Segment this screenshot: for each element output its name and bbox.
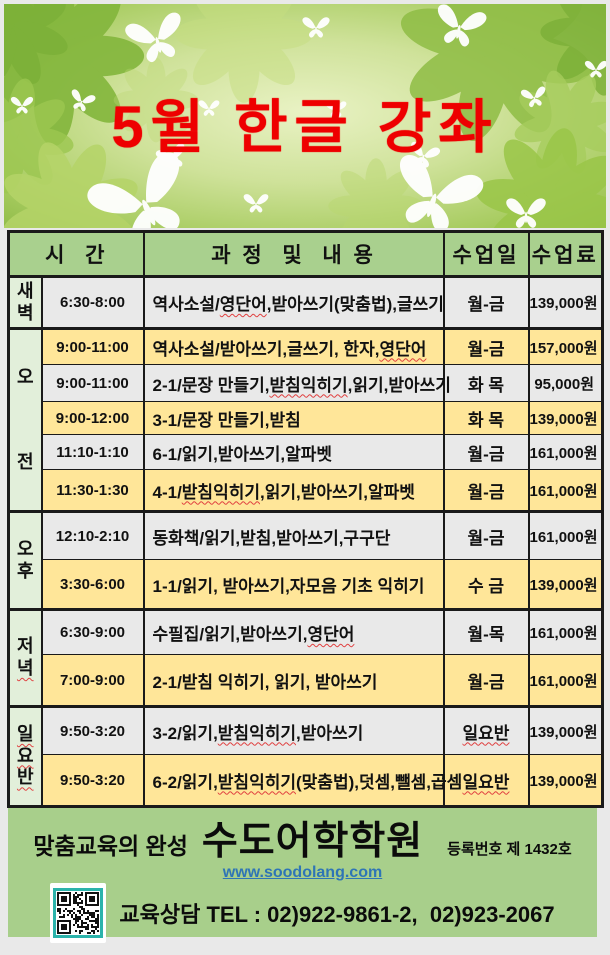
cell-class-days: 월-금 <box>442 327 530 365</box>
cell-course-content: 역사소설/영단어,받아쓰기(맞춤법),글쓰기 <box>142 275 445 329</box>
page-title: 5월 한글 강좌 <box>111 95 499 160</box>
cell-time: 11:10-1:10 <box>40 434 145 470</box>
cell-class-days: 일요반 <box>442 705 530 755</box>
cell-time: 11:30-1:30 <box>40 469 145 512</box>
table-row: 오 전 9:00-11:00 역사소설/받아쓰기,글쓰기, 한자,영단어 월-금 157,… <box>7 327 604 512</box>
cell-course-content: 3-1/문장 만들기,받침 <box>142 401 445 435</box>
cell-tuition: 95,000원 <box>527 364 604 402</box>
cell-time: 9:00-11:00 <box>40 364 145 402</box>
table-row: 3:30-6:00 1-1/읽기, 받아쓰기,자모음 기초 익히기 수 금 139,0… <box>9 559 604 610</box>
cell-class-days: 월-금 <box>442 654 530 707</box>
cell-class-days: 월-목 <box>442 608 530 655</box>
footer-contact-row: 교육상담 TEL : 02)922-9861-2, 02)923-2067 <box>8 883 597 943</box>
header-content: 과 정 및 내 용 <box>142 231 445 278</box>
cell-tuition: 161,000원 <box>527 654 604 707</box>
footer: 맞춤교육의 완성 수도어학학원 등록번호 제 1432호 www.soodola… <box>8 808 597 943</box>
cell-tuition: 161,000원 <box>527 469 604 512</box>
cell-class-days: 월-금 <box>442 469 530 512</box>
cell-time: 9:00-12:00 <box>40 401 145 435</box>
cell-time: 3:30-6:00 <box>40 559 145 610</box>
cell-course-content: 2-1/문장 만들기,받침익히기,읽기,받아쓰기 <box>142 364 451 402</box>
header-fee: 수업료 <box>527 231 604 278</box>
cell-tuition: 161,000원 <box>527 608 604 655</box>
table-row: 오 후 12:10-2:10 동화책/읽기,받침,받아쓰기,구구단 월-금 161,000… <box>7 510 604 610</box>
cell-tuition: 139,000원 <box>527 705 604 755</box>
cell-class-days: 월-금 <box>442 434 530 470</box>
cell-course-content: 3-2/읽기,받침익히기,받아쓰기 <box>142 705 445 755</box>
cell-time: 7:00-9:00 <box>40 654 145 707</box>
academy-name: 수도어학학원 <box>201 820 424 863</box>
website-link[interactable]: www.soodolang.com <box>222 864 383 881</box>
schedule-table-body: 새 벽 6:30-8:00 역사소설/영단어,받아쓰기(맞춤법),글쓰기 월-금 139,… <box>7 275 604 807</box>
cell-class-days: 화 목 <box>442 364 530 402</box>
table-row: 11:10-1:10 6-1/읽기,받아쓰기,알파벳 월-금 161,000원 <box>9 434 604 470</box>
table-row: 새 벽 6:30-8:00 역사소설/영단어,받아쓰기(맞춤법),글쓰기 월-금 139,… <box>7 275 604 329</box>
header-time: 시 간 <box>7 231 145 278</box>
footer-headline: 맞춤교육의 완성 수도어학학원 등록번호 제 1432호 <box>8 808 597 861</box>
cell-time: 6:30-9:00 <box>40 608 145 655</box>
footer-slogan: 맞춤교육의 완성 <box>33 833 188 859</box>
cell-tuition: 157,000원 <box>527 327 604 365</box>
table-row: 11:30-1:30 4-1/받침익히기,읽기,받아쓰기,알파벳 월-금 161,00… <box>9 469 604 512</box>
cell-course-content: 역사소설/받아쓰기,글쓰기, 한자,영단어 <box>142 327 445 365</box>
cell-tuition: 139,000원 <box>527 275 604 329</box>
cell-tuition: 139,000원 <box>527 559 604 610</box>
banner-background <box>4 4 606 228</box>
cell-time: 9:50-3:20 <box>40 754 145 807</box>
cell-time: 9:50-3:20 <box>40 705 145 755</box>
cell-course-content: 2-1/받침 익히기, 읽기, 받아쓰기 <box>142 654 445 707</box>
registration-number: 등록번호 제 1432호 <box>447 841 572 858</box>
banner: 5월 한글 강좌 <box>4 4 606 228</box>
schedule-table: 시 간 과 정 및 내 용 수업일 수업료 새 벽 6:30-8:00 역사소설/영단… <box>7 230 604 808</box>
cell-class-days: 일요반 <box>442 754 530 807</box>
table-row: 7:00-9:00 2-1/받침 익히기, 읽기, 받아쓰기 월-금 161,000원 <box>9 654 604 707</box>
qr-code <box>50 883 107 943</box>
table-row: 9:50-3:20 6-2/읽기,받침익히기(맞춤법),덧셈,뺄셈,곱셈 일요반 13… <box>9 754 604 807</box>
cell-tuition: 161,000원 <box>527 510 604 560</box>
cell-tuition: 139,000원 <box>527 401 604 435</box>
cell-course-content: 1-1/읽기, 받아쓰기,자모음 기초 익히기 <box>142 559 445 610</box>
cell-class-days: 화 목 <box>442 401 530 435</box>
cell-class-days: 월-금 <box>442 510 530 560</box>
cell-time: 12:10-2:10 <box>40 510 145 560</box>
cell-time: 9:00-11:00 <box>40 327 145 365</box>
cell-tuition: 161,000원 <box>527 434 604 470</box>
table-header-row: 시 간 과 정 및 내 용 수업일 수업료 <box>7 231 604 278</box>
cell-course-content: 6-1/읽기,받아쓰기,알파벳 <box>142 434 445 470</box>
table-row: 9:00-12:00 3-1/문장 만들기,받침 화 목 139,000원 <box>9 401 604 435</box>
table-row: 저 녁 6:30-9:00 수필집/읽기,받아쓰기,영단어 월-목 161,000원 <box>7 608 604 707</box>
cell-time: 6:30-8:00 <box>40 275 145 329</box>
cell-course-content: 4-1/받침익히기,읽기,받아쓰기,알파벳 <box>142 469 445 512</box>
cell-course-content: 동화책/읽기,받침,받아쓰기,구구단 <box>142 510 445 560</box>
cell-course-content: 6-2/읽기,받침익히기(맞춤법),덧셈,뺄셈,곱셈 <box>142 754 462 807</box>
cell-class-days: 월-금 <box>442 275 530 329</box>
contact-phone: 교육상담 TEL : 02)922-9861-2, 02)923-2067 <box>119 902 555 927</box>
header-days: 수업일 <box>442 231 530 278</box>
cell-course-content: 수필집/읽기,받아쓰기,영단어 <box>142 608 445 655</box>
table-row: 9:00-11:00 2-1/문장 만들기,받침익히기,읽기,받아쓰기 화 목 95,… <box>9 364 604 402</box>
table-row: 일 요 반 9:50-3:20 3-2/읽기,받침익히기,받아쓰기 일요반 139,000원 <box>7 705 604 807</box>
cell-class-days: 수 금 <box>442 559 530 610</box>
cell-tuition: 139,000원 <box>527 754 604 807</box>
